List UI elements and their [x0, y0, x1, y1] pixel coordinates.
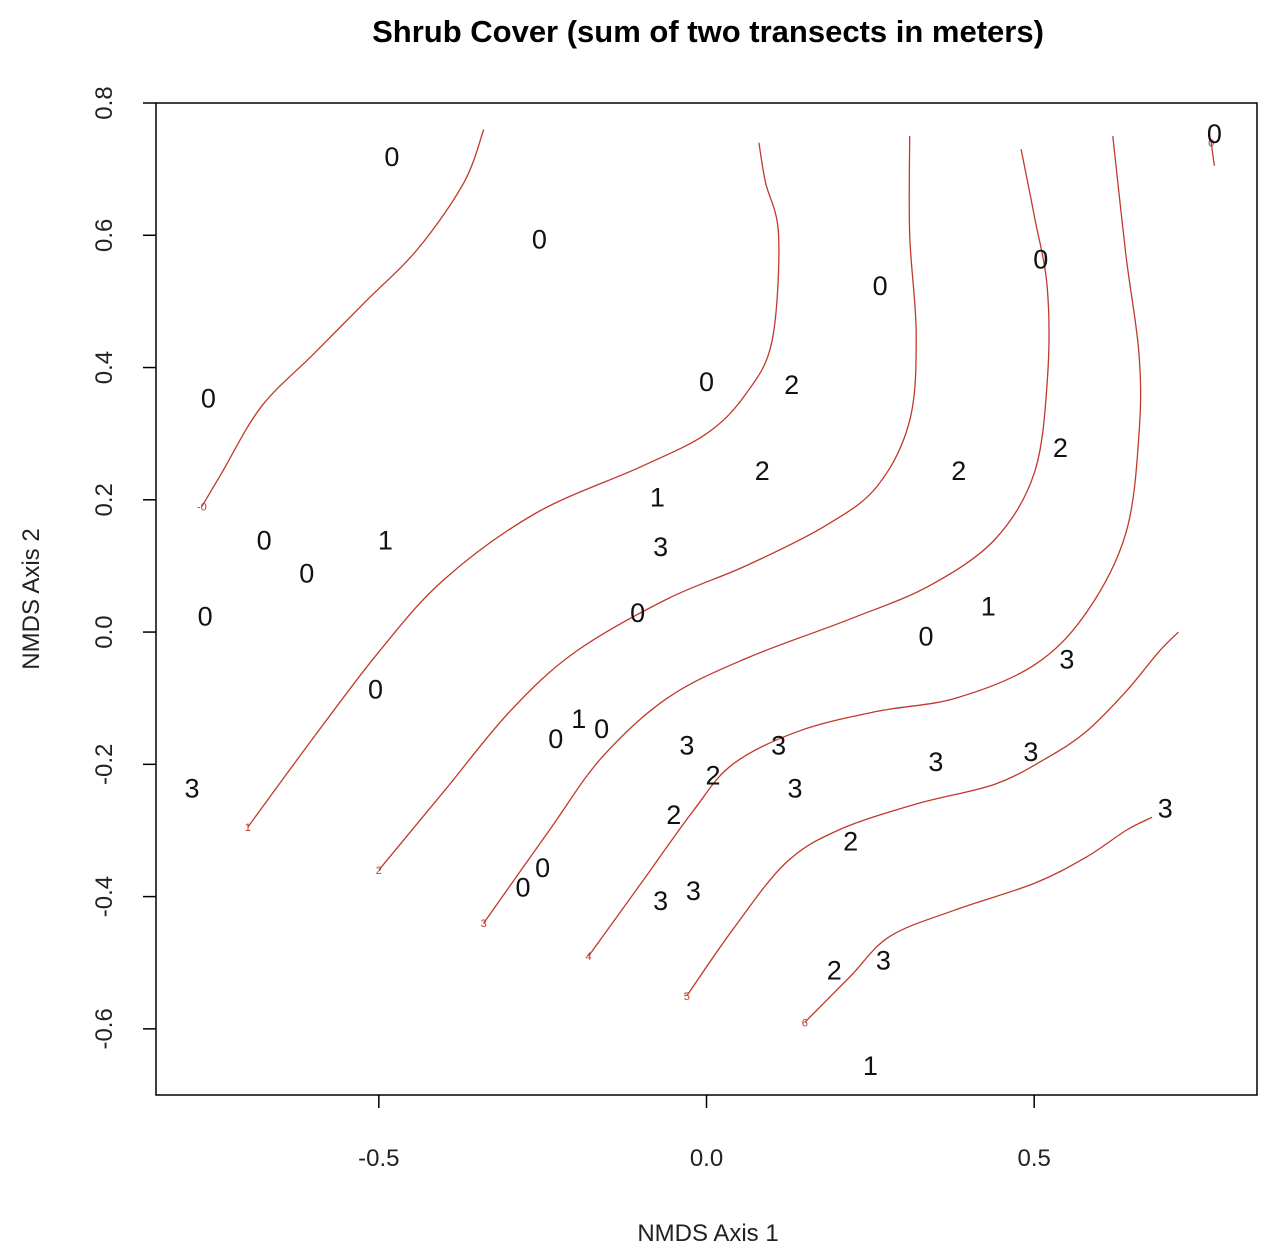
- data-point: 2: [784, 370, 799, 400]
- plot-frame: [155, 102, 1258, 1096]
- data-point: 3: [1059, 645, 1074, 675]
- data-point: 0: [198, 602, 213, 632]
- contour-line: [378, 136, 917, 871]
- contour-line: [587, 136, 1142, 957]
- data-point: 3: [928, 747, 943, 777]
- data-point: 0: [532, 225, 547, 255]
- data-point: 0: [630, 598, 645, 628]
- x-tick-label: 0.0: [690, 1145, 723, 1172]
- data-point: 3: [771, 730, 786, 760]
- data-point: 0: [873, 271, 888, 301]
- data-point: 0: [699, 367, 714, 397]
- contour-label: 5: [684, 991, 690, 1003]
- data-point: 2: [706, 760, 721, 790]
- data-point: 1: [571, 704, 586, 734]
- data-point: 0: [535, 853, 550, 883]
- y-tick-label: -0.4: [91, 876, 118, 917]
- contour-label: 3: [481, 918, 487, 930]
- data-point: 3: [679, 730, 694, 760]
- x-tick-label: 0.5: [1017, 1145, 1050, 1172]
- contour-label: 0: [1208, 138, 1214, 150]
- contour-line: [483, 149, 1050, 924]
- y-tick-label: 0.8: [91, 86, 118, 119]
- contour-line: [201, 129, 485, 507]
- contour-label: 2: [376, 865, 382, 877]
- x-tick-label: -0.5: [358, 1145, 399, 1172]
- data-point: 1: [981, 592, 996, 622]
- y-tick-label: 0.4: [91, 351, 118, 384]
- data-point: 0: [1033, 244, 1048, 274]
- contour-line: [686, 631, 1179, 997]
- data-point: 3: [1023, 737, 1038, 767]
- data-point: 1: [378, 525, 393, 555]
- y-tick-label: 0.2: [91, 483, 118, 516]
- data-point: 0: [919, 621, 934, 651]
- data-point: 3: [787, 773, 802, 803]
- x-axis-title: NMDS Axis 1: [637, 1220, 778, 1247]
- data-point: 2: [1053, 433, 1068, 463]
- data-point: 3: [185, 773, 200, 803]
- x-axis: -0.5 0.0 0.5: [358, 1095, 1051, 1172]
- data-point: 0: [515, 873, 530, 903]
- data-point: 2: [951, 456, 966, 486]
- data-point: 1: [863, 1051, 878, 1081]
- contour-line: [1210, 142, 1216, 166]
- chart-title: Shrub Cover (sum of two transects in met…: [372, 14, 1044, 49]
- data-point: 0: [384, 142, 399, 172]
- data-point: 2: [666, 800, 681, 830]
- y-tick-label: 0.6: [91, 219, 118, 252]
- data-point: 1: [650, 482, 665, 512]
- y-tick-label: -0.6: [91, 1008, 118, 1049]
- contour-label: 6: [802, 1017, 808, 1029]
- contour-label: 4: [585, 951, 591, 963]
- data-point: 0: [201, 383, 216, 413]
- data-point: 3: [686, 876, 701, 906]
- data-point: 3: [1158, 793, 1173, 823]
- contour-label: 1: [245, 822, 251, 834]
- y-tick-label: -0.2: [91, 744, 118, 785]
- data-point: 0: [548, 724, 563, 754]
- data-point: 2: [827, 955, 842, 985]
- data-point: 2: [755, 456, 770, 486]
- y-axis-title: NMDS Axis 2: [18, 528, 45, 669]
- data-point: 0: [299, 559, 314, 589]
- y-tick-label: 0.0: [91, 615, 118, 648]
- data-point: 0: [368, 674, 383, 704]
- data-point: 0: [1207, 119, 1222, 149]
- data-point: 0: [594, 714, 609, 744]
- data-point: 3: [653, 532, 668, 562]
- data-point: 3: [876, 945, 891, 975]
- contour-line: [804, 816, 1153, 1023]
- contour-label: -0: [197, 501, 207, 513]
- data-point: 0: [257, 525, 272, 555]
- data-point: 2: [843, 826, 858, 856]
- data-point: 3: [653, 886, 668, 916]
- contour-line: [247, 142, 780, 828]
- y-axis: -0.6 -0.4 -0.2 0.0 0.2 0.4 0.6 0.8: [91, 86, 156, 1050]
